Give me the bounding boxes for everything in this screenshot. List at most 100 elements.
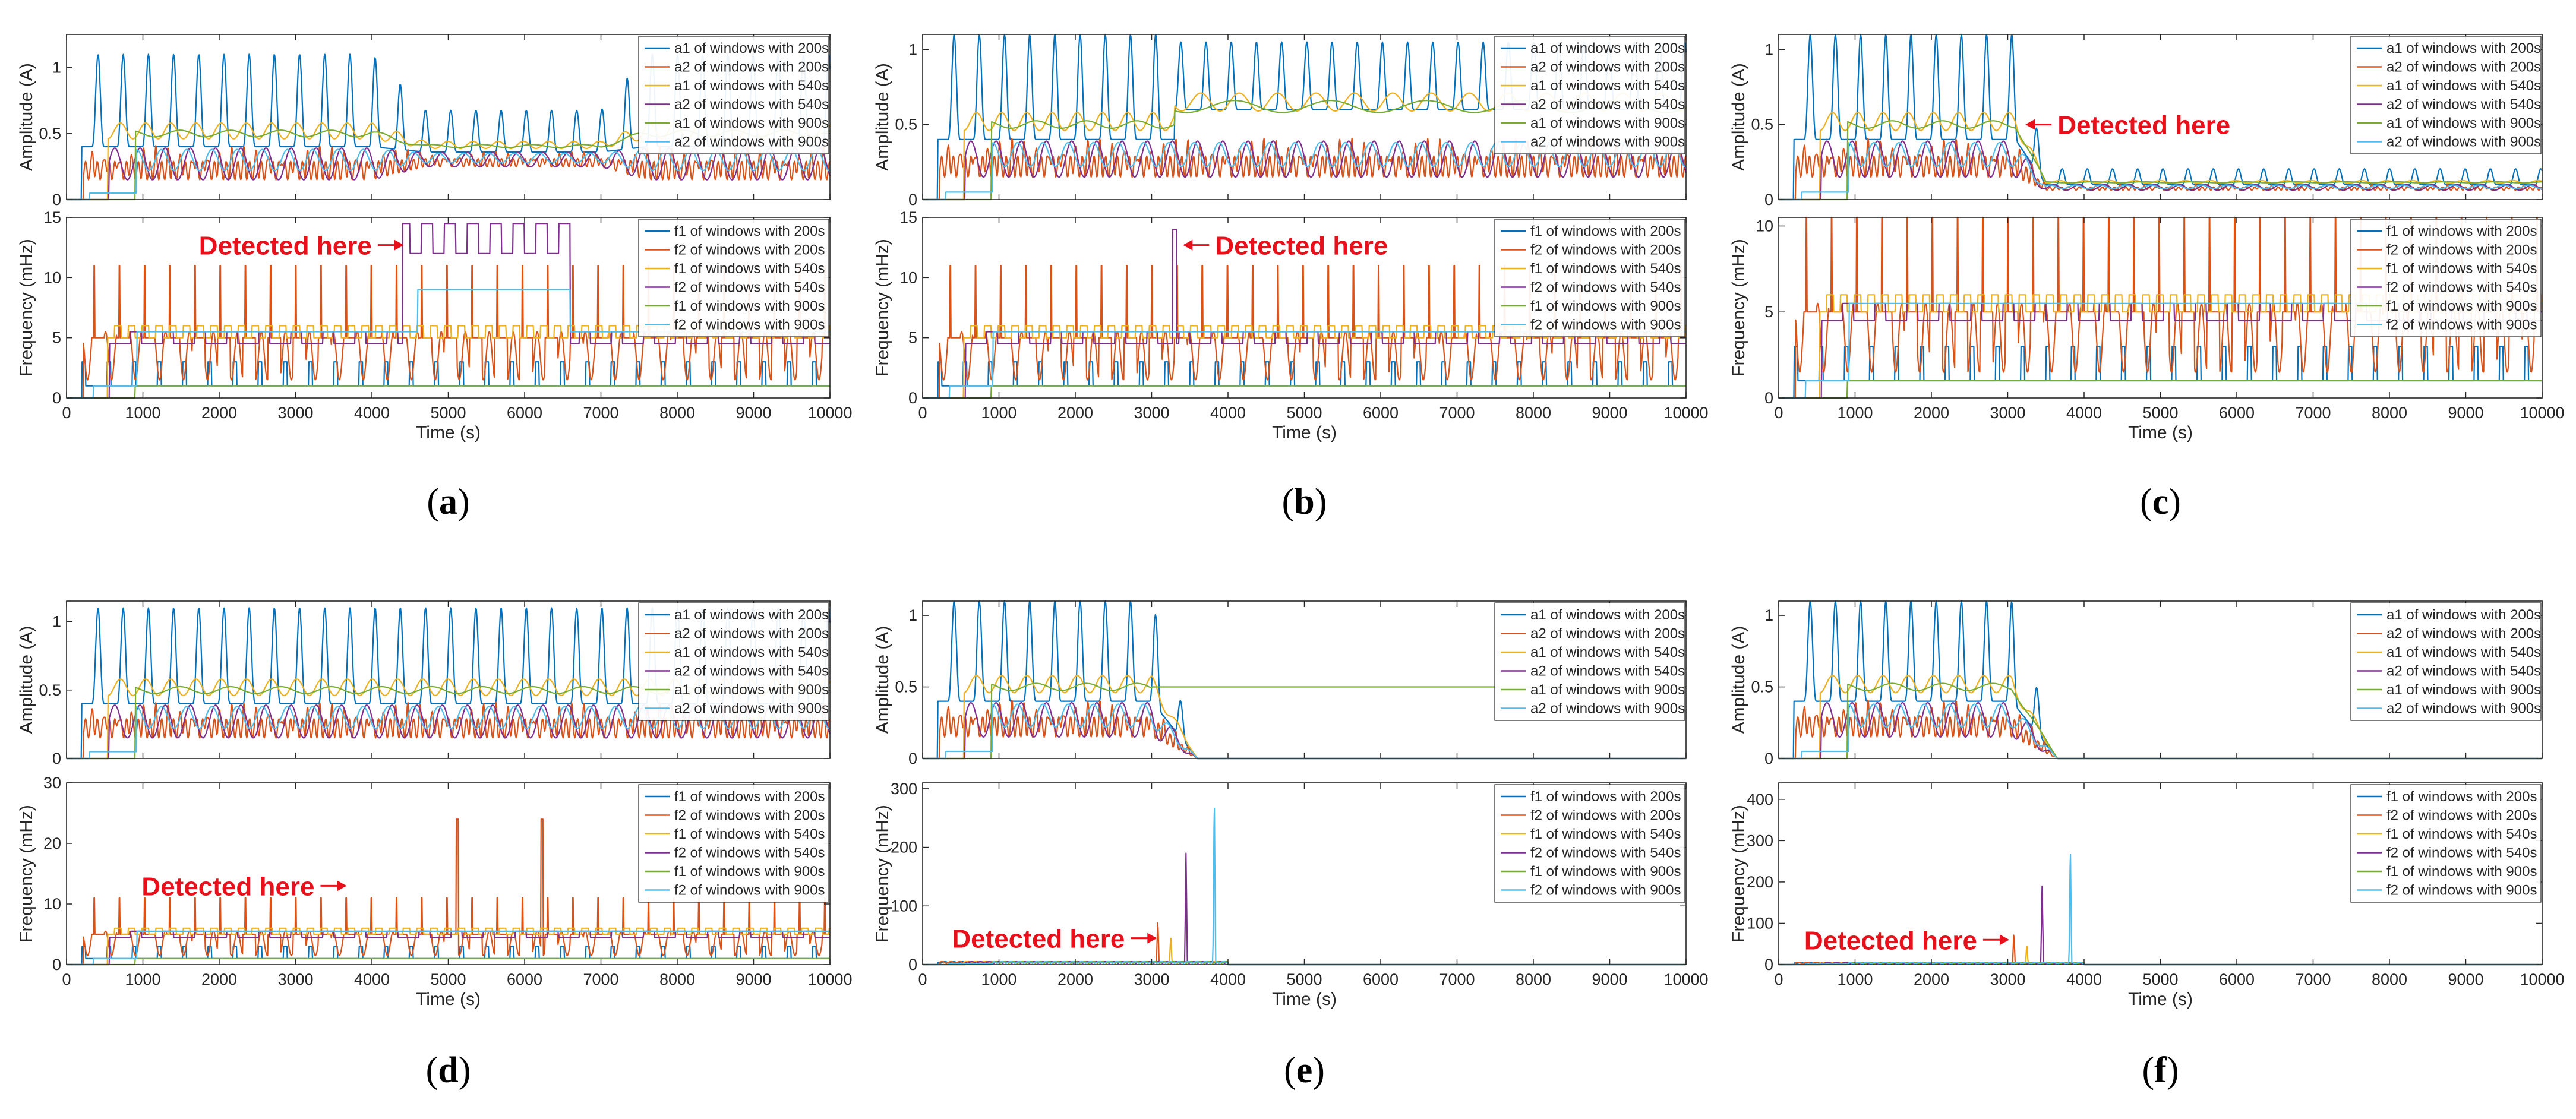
y-tick-label: 5	[52, 329, 61, 347]
legend-entry: f2 of windows with 540s	[674, 845, 825, 861]
y-tick-label: 0	[1764, 956, 1773, 973]
legend-entry: f2 of windows with 900s	[2386, 317, 2537, 333]
x-tick-label: 3000	[1134, 404, 1169, 422]
frequency-series-line	[66, 223, 830, 399]
legend-entry: a2 of windows with 200s	[1530, 59, 1685, 75]
frequency-y-axis-label: Frequency (mHz)	[873, 805, 892, 943]
legend-entry: a2 of windows with 900s	[674, 134, 829, 150]
x-tick-label: 5000	[2142, 971, 2178, 988]
x-tick-label: 10000	[2520, 404, 2564, 422]
legend-entry: a1 of windows with 200s	[674, 40, 829, 56]
legend-entry: a1 of windows with 540s	[2386, 78, 2541, 94]
legend-entry: a2 of windows with 540s	[2386, 97, 2541, 113]
x-tick-label: 0	[918, 971, 927, 988]
subplot-d: 0 0.5 1 Amplitude (A) a1 of windows with 200…	[17, 600, 853, 1090]
legend-entry: a1 of windows with 200s	[2386, 607, 2541, 623]
x-tick-label: 4000	[1210, 404, 1246, 422]
x-tick-label: 2000	[201, 404, 237, 422]
legend-entry: a2 of windows with 540s	[674, 97, 829, 113]
y-tick-label: 0.5	[1751, 116, 1773, 134]
legend-entry: f2 of windows with 540s	[2386, 280, 2537, 296]
x-tick-label: 0	[62, 971, 71, 988]
y-tick-label: 15	[43, 208, 61, 226]
legend-entry: f1 of windows with 900s	[674, 864, 825, 880]
subfigure-label: (b)	[1282, 482, 1327, 522]
annotation-label: Detected here	[952, 925, 1125, 954]
amplitude-legend: a1 of windows with 200s a2 of windows wit…	[2350, 36, 2542, 154]
x-tick-label: 5000	[1286, 971, 1322, 988]
y-tick-label: 1	[52, 613, 61, 631]
legend-entry: f2 of windows with 540s	[674, 280, 825, 296]
legend-entry: f2 of windows with 540s	[1530, 280, 1681, 296]
y-tick-label: 1	[1764, 40, 1773, 58]
y-tick-label: 0.5	[39, 681, 61, 699]
amplitude-y-axis-label: Amplitude (A)	[1729, 626, 1748, 734]
legend-entry: f2 of windows with 200s	[674, 808, 825, 824]
y-tick-label: 5	[1764, 303, 1773, 321]
amplitude-y-axis-label: Amplitude (A)	[17, 626, 36, 734]
subfigure-label: (a)	[427, 482, 469, 522]
x-tick-label: 4000	[2066, 971, 2102, 988]
frequency-y-axis-label: Frequency (mHz)	[873, 239, 892, 377]
legend-entry: f1 of windows with 540s	[2386, 826, 2537, 842]
legend-entry: f1 of windows with 540s	[1530, 826, 1681, 842]
amplitude-legend: a1 of windows with 200s a2 of windows wit…	[638, 602, 829, 721]
x-tick-label: 7000	[1439, 404, 1475, 422]
annotation-arrow-head	[2025, 119, 2035, 130]
legend-entry: a1 of windows with 200s	[1530, 607, 1685, 623]
annotation-label: Detected here	[1804, 926, 1977, 955]
x-tick-label: 1000	[1837, 404, 1873, 422]
legend-box	[638, 602, 829, 721]
frequency-series-line	[66, 385, 830, 399]
x-tick-label: 9000	[1592, 971, 1627, 988]
legend-box	[2350, 784, 2542, 903]
frequency-series-line	[66, 957, 830, 966]
y-tick-label: 10	[43, 895, 61, 913]
legend-entry: f1 of windows with 200s	[1530, 223, 1681, 239]
frequency-legend: f1 of windows with 200s f2 of windows wit…	[2350, 219, 2542, 337]
amplitude-series-line	[1778, 141, 2543, 201]
legend-entry: a1 of windows with 540s	[674, 78, 829, 94]
legend-entry: a1 of windows with 900s	[674, 682, 829, 698]
y-tick-label: 100	[891, 897, 917, 915]
legend-entry: f1 of windows with 200s	[674, 223, 825, 239]
amplitude-series-line	[66, 704, 831, 760]
legend-entry: a2 of windows with 540s	[1530, 97, 1685, 113]
legend-entry: f1 of windows with 900s	[1530, 298, 1681, 314]
detected-here-annotation: Detected here	[2025, 111, 2230, 140]
legend-entry: a1 of windows with 540s	[674, 644, 829, 660]
x-tick-label: 0	[918, 404, 927, 422]
legend-entry: a1 of windows with 540s	[1530, 78, 1685, 94]
subplot-e: 0 0.5 1 Amplitude (A) a1 of windows with 200…	[873, 600, 1709, 1090]
legend-entry: f2 of windows with 540s	[1530, 845, 1681, 861]
annotation-label: Detected here	[141, 872, 314, 901]
legend-entry: f1 of windows with 200s	[2386, 789, 2537, 805]
legend-entry: f1 of windows with 200s	[1530, 789, 1681, 805]
x-tick-label: 2000	[1914, 404, 1949, 422]
legend-entry: f1 of windows with 200s	[674, 789, 825, 805]
x-tick-label: 3000	[277, 404, 313, 422]
y-tick-label: 1	[1764, 606, 1773, 624]
x-tick-label: 9000	[1592, 404, 1627, 422]
y-tick-label: 0	[52, 956, 61, 973]
legend-entry: f1 of windows with 540s	[2386, 261, 2537, 277]
x-tick-label: 2000	[1057, 404, 1093, 422]
x-tick-label: 6000	[1363, 971, 1399, 988]
x-tick-label: 4000	[1210, 971, 1246, 988]
y-tick-label: 200	[1747, 873, 1773, 891]
annotation-arrow-head	[1999, 934, 2009, 946]
legend-entry: f1 of windows with 540s	[1530, 261, 1681, 277]
legend-entry: a2 of windows with 200s	[1530, 626, 1685, 642]
legend-box	[1494, 602, 1685, 721]
x-tick-label: 10000	[2520, 971, 2564, 988]
detected-here-annotation: Detected here	[141, 872, 347, 901]
frequency-legend: f1 of windows with 200s f2 of windows wit…	[1494, 784, 1685, 903]
y-tick-label: 400	[1747, 791, 1773, 808]
legend-entry: a1 of windows with 900s	[674, 115, 829, 131]
frequency-y-axis-label: Frequency (mHz)	[17, 239, 36, 377]
annotation-arrow-head	[1147, 932, 1157, 944]
legend-entry: a2 of windows with 540s	[674, 663, 829, 679]
frequency-legend: f1 of windows with 200s f2 of windows wit…	[638, 784, 829, 903]
x-tick-label: 9000	[735, 971, 771, 988]
legend-box	[2350, 219, 2542, 337]
